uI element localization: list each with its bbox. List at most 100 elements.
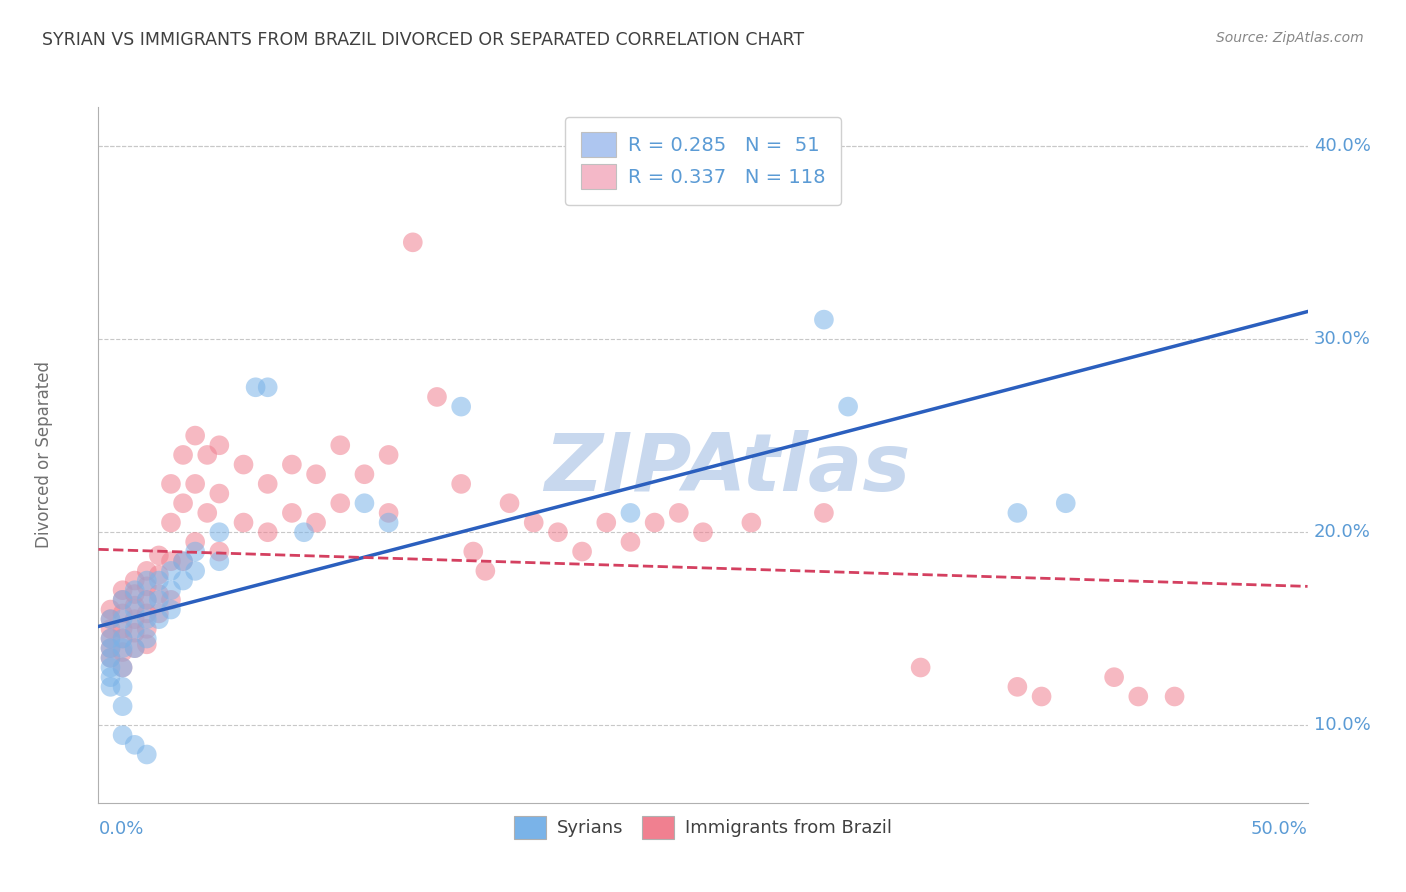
Point bbox=[135, 592, 157, 607]
Point bbox=[111, 699, 134, 714]
Point bbox=[329, 438, 352, 452]
Point bbox=[668, 506, 690, 520]
Point bbox=[124, 641, 146, 656]
Point bbox=[1031, 690, 1053, 704]
Point bbox=[450, 400, 472, 414]
Point bbox=[377, 448, 399, 462]
Point bbox=[305, 467, 328, 482]
Point bbox=[450, 476, 472, 491]
Point bbox=[111, 607, 134, 621]
Point bbox=[208, 486, 231, 500]
Point bbox=[135, 592, 157, 607]
Point bbox=[100, 612, 122, 626]
Point bbox=[124, 738, 146, 752]
Point bbox=[111, 660, 134, 674]
Point bbox=[184, 564, 207, 578]
Point bbox=[837, 400, 859, 414]
Point bbox=[100, 660, 122, 674]
Point bbox=[124, 641, 146, 656]
Point bbox=[100, 612, 122, 626]
Point bbox=[353, 496, 375, 510]
Text: 0.0%: 0.0% bbox=[98, 821, 143, 838]
Text: 50.0%: 50.0% bbox=[1251, 821, 1308, 838]
Point bbox=[172, 496, 194, 510]
Point bbox=[644, 516, 666, 530]
Point bbox=[100, 641, 122, 656]
Point bbox=[619, 534, 641, 549]
Point bbox=[111, 632, 134, 646]
Point bbox=[148, 549, 170, 563]
Text: ZIPAtlas: ZIPAtlas bbox=[544, 430, 910, 508]
Point bbox=[111, 592, 134, 607]
Point bbox=[172, 554, 194, 568]
Point bbox=[547, 525, 569, 540]
Point bbox=[208, 525, 231, 540]
Point bbox=[148, 567, 170, 582]
Point bbox=[208, 438, 231, 452]
Point bbox=[111, 632, 134, 646]
Text: SYRIAN VS IMMIGRANTS FROM BRAZIL DIVORCED OR SEPARATED CORRELATION CHART: SYRIAN VS IMMIGRANTS FROM BRAZIL DIVORCE… bbox=[42, 31, 804, 49]
Point bbox=[195, 506, 218, 520]
Point bbox=[523, 516, 546, 530]
Point bbox=[100, 651, 122, 665]
Point bbox=[256, 525, 278, 540]
Point bbox=[402, 235, 425, 250]
Point bbox=[148, 607, 170, 621]
Point bbox=[256, 380, 278, 394]
Point bbox=[377, 516, 399, 530]
Point bbox=[148, 612, 170, 626]
Point bbox=[292, 525, 315, 540]
Point bbox=[111, 645, 134, 659]
Point bbox=[474, 564, 496, 578]
Point bbox=[100, 651, 122, 665]
Point bbox=[184, 544, 207, 558]
Point bbox=[232, 516, 254, 530]
Point bbox=[208, 554, 231, 568]
Point bbox=[135, 612, 157, 626]
Text: 40.0%: 40.0% bbox=[1313, 136, 1371, 154]
Point bbox=[135, 747, 157, 762]
Point bbox=[124, 587, 146, 601]
Point bbox=[1128, 690, 1150, 704]
Text: Source: ZipAtlas.com: Source: ZipAtlas.com bbox=[1216, 31, 1364, 45]
Point bbox=[100, 670, 122, 684]
Point bbox=[135, 579, 157, 593]
Point bbox=[281, 506, 304, 520]
Text: 30.0%: 30.0% bbox=[1313, 330, 1371, 348]
Point bbox=[124, 622, 146, 636]
Point bbox=[208, 544, 231, 558]
Point bbox=[305, 516, 328, 530]
Point bbox=[595, 516, 617, 530]
Point bbox=[148, 592, 170, 607]
Point bbox=[1163, 690, 1185, 704]
Point bbox=[100, 641, 122, 656]
Point bbox=[426, 390, 449, 404]
Point bbox=[160, 564, 183, 578]
Point bbox=[1007, 680, 1029, 694]
Point bbox=[245, 380, 267, 394]
Point bbox=[111, 612, 134, 626]
Point bbox=[160, 602, 183, 616]
Text: Divorced or Separated: Divorced or Separated bbox=[35, 361, 53, 549]
Legend: Syrians, Immigrants from Brazil: Syrians, Immigrants from Brazil bbox=[506, 808, 900, 846]
Point bbox=[353, 467, 375, 482]
Point bbox=[172, 574, 194, 588]
Point bbox=[160, 476, 183, 491]
Point bbox=[111, 583, 134, 598]
Point bbox=[172, 554, 194, 568]
Point bbox=[692, 525, 714, 540]
Point bbox=[135, 574, 157, 588]
Point bbox=[111, 680, 134, 694]
Point bbox=[195, 448, 218, 462]
Point bbox=[111, 728, 134, 742]
Point bbox=[1054, 496, 1077, 510]
Point bbox=[135, 607, 157, 621]
Point bbox=[160, 516, 183, 530]
Point bbox=[232, 458, 254, 472]
Point bbox=[184, 428, 207, 442]
Point bbox=[813, 312, 835, 326]
Point bbox=[124, 612, 146, 626]
Point bbox=[135, 622, 157, 636]
Point bbox=[100, 622, 122, 636]
Point bbox=[124, 602, 146, 616]
